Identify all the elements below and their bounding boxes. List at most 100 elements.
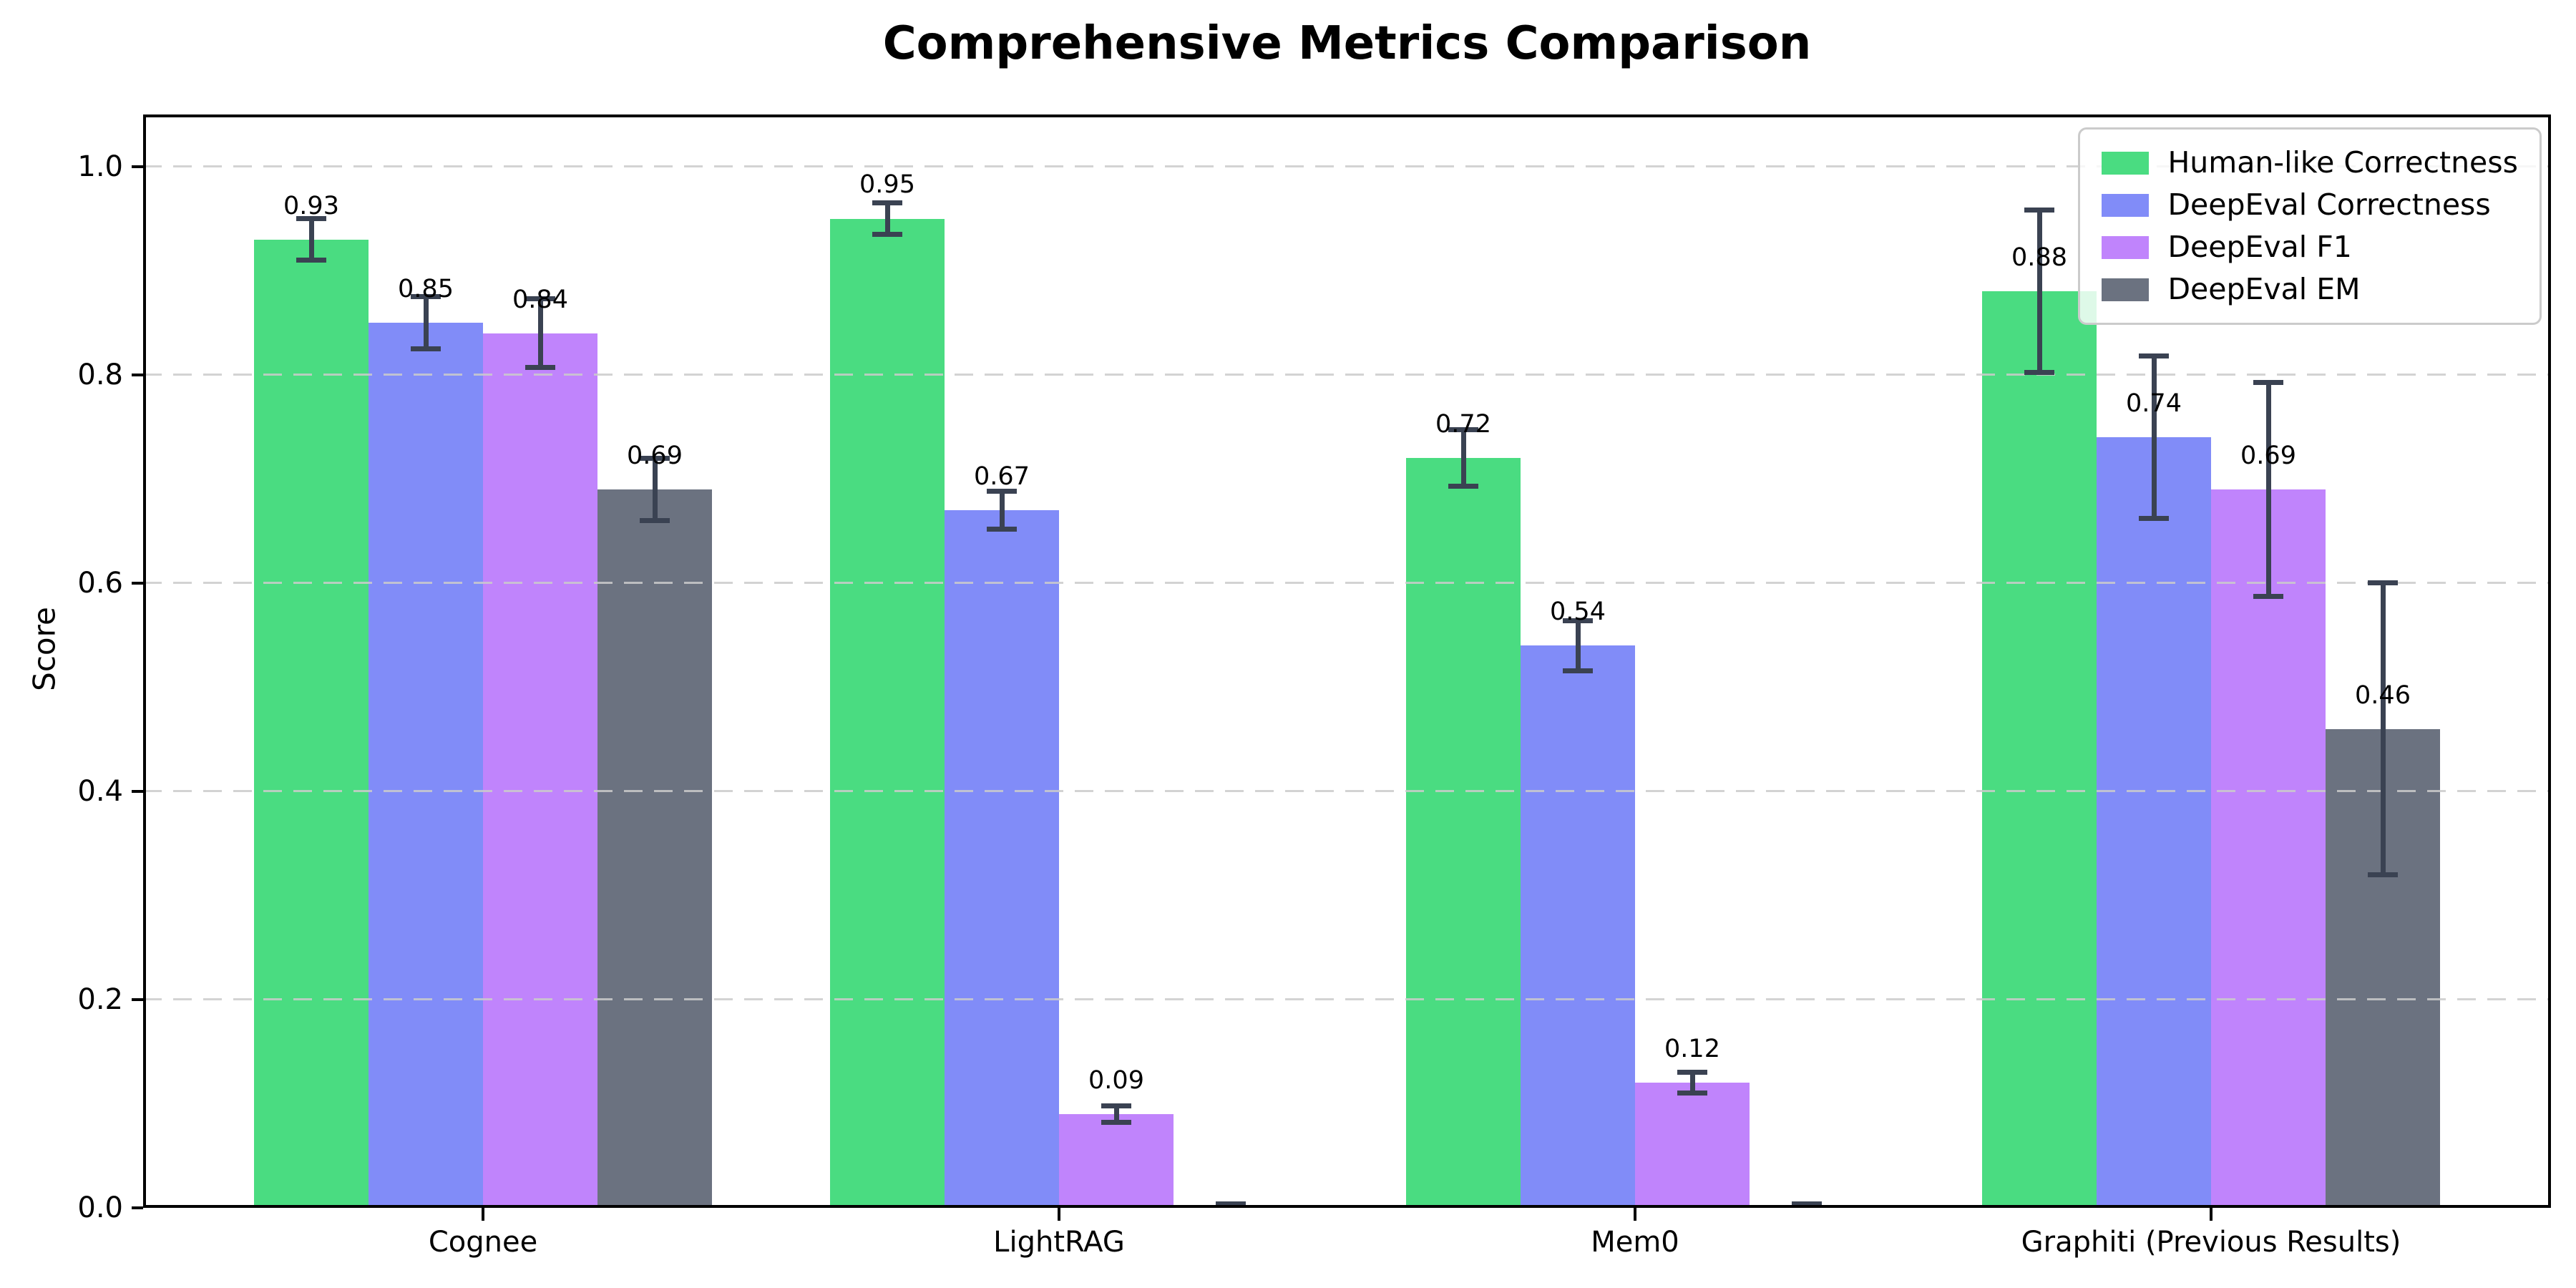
y-tick-mark (132, 1206, 143, 1209)
error-bar (308, 218, 314, 260)
bar-value-label: 0.54 (1550, 597, 1606, 627)
legend: Human-like Correctness DeepEval Correctne… (2078, 127, 2542, 326)
error-bar (884, 203, 890, 235)
bar-value-label: 0.67 (974, 462, 1030, 491)
error-bar-cap (1563, 668, 1593, 673)
error-bar (999, 491, 1005, 530)
bar (1635, 1083, 1750, 1208)
error-bar-cap (2139, 516, 2169, 522)
error-bar-cap (1101, 1103, 1131, 1108)
error-bar-cap (2253, 379, 2283, 385)
x-tick-mark (482, 1208, 484, 1221)
bar-value-label: 0.95 (859, 170, 915, 200)
legend-swatch (2102, 193, 2150, 217)
gridline (143, 998, 2551, 1001)
legend-label: DeepEval EM (2167, 272, 2361, 307)
y-tick-label: 0.8 (77, 358, 123, 391)
error-bar (652, 458, 658, 521)
x-tick-mark (2210, 1208, 2212, 1221)
bar-value-label: 0.09 (1088, 1065, 1144, 1095)
bar (2211, 489, 2326, 1208)
gridline (143, 165, 2551, 168)
error-bar-cap (2024, 370, 2054, 376)
legend-item: DeepEval Correctness (2102, 187, 2518, 223)
bar (254, 239, 369, 1208)
bar (369, 323, 483, 1208)
error-bar-cap (1563, 618, 1593, 623)
legend-label: DeepEval Correctness (2167, 187, 2491, 223)
error-bar-cap (411, 346, 441, 351)
error-bar (2380, 582, 2386, 875)
bar (2097, 437, 2211, 1208)
error-bar (1113, 1106, 1119, 1123)
error-bar-cap (1101, 1120, 1131, 1126)
bar (597, 489, 712, 1208)
y-tick-mark (132, 165, 143, 168)
error-bar-cap (1677, 1091, 1707, 1096)
error-bar-cap (640, 455, 670, 461)
x-tick-label: Graphiti (Previous Results) (2021, 1226, 2401, 1259)
error-bar-cap (2368, 872, 2398, 877)
bar-value-label: 0.74 (2126, 389, 2182, 419)
x-tick-mark (1058, 1208, 1060, 1221)
bar-value-label: 0.93 (283, 191, 339, 220)
error-bar-cap (296, 258, 326, 263)
bar (1406, 458, 1521, 1208)
chart-title: Comprehensive Metrics Comparison (882, 17, 1812, 70)
error-bar (1575, 620, 1581, 671)
error-bar-cap (987, 489, 1017, 494)
bar (1982, 291, 2097, 1208)
y-tick-label: 0.6 (77, 566, 123, 600)
x-tick-label: LightRAG (993, 1226, 1125, 1259)
bar (945, 510, 1059, 1208)
error-bar (1460, 429, 1466, 487)
gridline (143, 790, 2551, 793)
legend-swatch (2102, 278, 2150, 301)
x-tick-label: Mem0 (1591, 1226, 1679, 1259)
error-bar (423, 296, 429, 349)
bar-value-label: 0.69 (2240, 441, 2296, 470)
bar-value-label: 0.85 (398, 274, 454, 303)
y-axis-label: Score (26, 607, 62, 691)
error-bar-cap (296, 216, 326, 222)
error-bar-cap (2139, 353, 2169, 359)
y-tick-label: 1.0 (77, 150, 123, 183)
bar-value-label: 0.88 (2011, 243, 2067, 273)
error-bar (2151, 356, 2157, 519)
bar (830, 218, 945, 1208)
x-tick-label: Cognee (428, 1226, 538, 1259)
error-bar-cap (525, 365, 555, 371)
error-bar-cap (640, 518, 670, 524)
error-bar-cap (411, 294, 441, 300)
legend-item: DeepEval EM (2102, 273, 2518, 306)
legend-swatch (2102, 235, 2150, 259)
error-bar-cap (1216, 1201, 1246, 1206)
bar-value-label: 0.69 (627, 441, 683, 470)
error-bar-cap (872, 200, 902, 206)
bar (483, 333, 597, 1208)
legend-item: Human-like Correctness (2102, 146, 2518, 179)
error-bar-cap (2253, 594, 2283, 600)
y-tick-label: 0.2 (77, 982, 123, 1016)
error-bar (2265, 382, 2271, 597)
legend-label: DeepEval F1 (2167, 230, 2352, 265)
bar-value-label: 0.12 (1664, 1035, 1720, 1064)
bar-value-label: 0.46 (2355, 680, 2411, 710)
error-bar-cap (525, 296, 555, 302)
gridline (143, 582, 2551, 585)
gridline (143, 374, 2551, 376)
error-bar-cap (1792, 1201, 1822, 1206)
y-tick-label: 0.4 (77, 774, 123, 808)
y-tick-mark (132, 997, 143, 1001)
error-bar-cap (987, 526, 1017, 532)
x-tick-mark (1634, 1208, 1636, 1221)
error-bar-cap (2024, 208, 2054, 213)
error-bar-cap (1448, 427, 1478, 433)
legend-swatch (2102, 151, 2150, 175)
bar-value-label: 0.84 (512, 285, 568, 314)
y-tick-mark (132, 581, 143, 585)
legend-item: DeepEval F1 (2102, 231, 2518, 263)
error-bar-cap (2368, 580, 2398, 586)
error-bar (537, 298, 543, 368)
